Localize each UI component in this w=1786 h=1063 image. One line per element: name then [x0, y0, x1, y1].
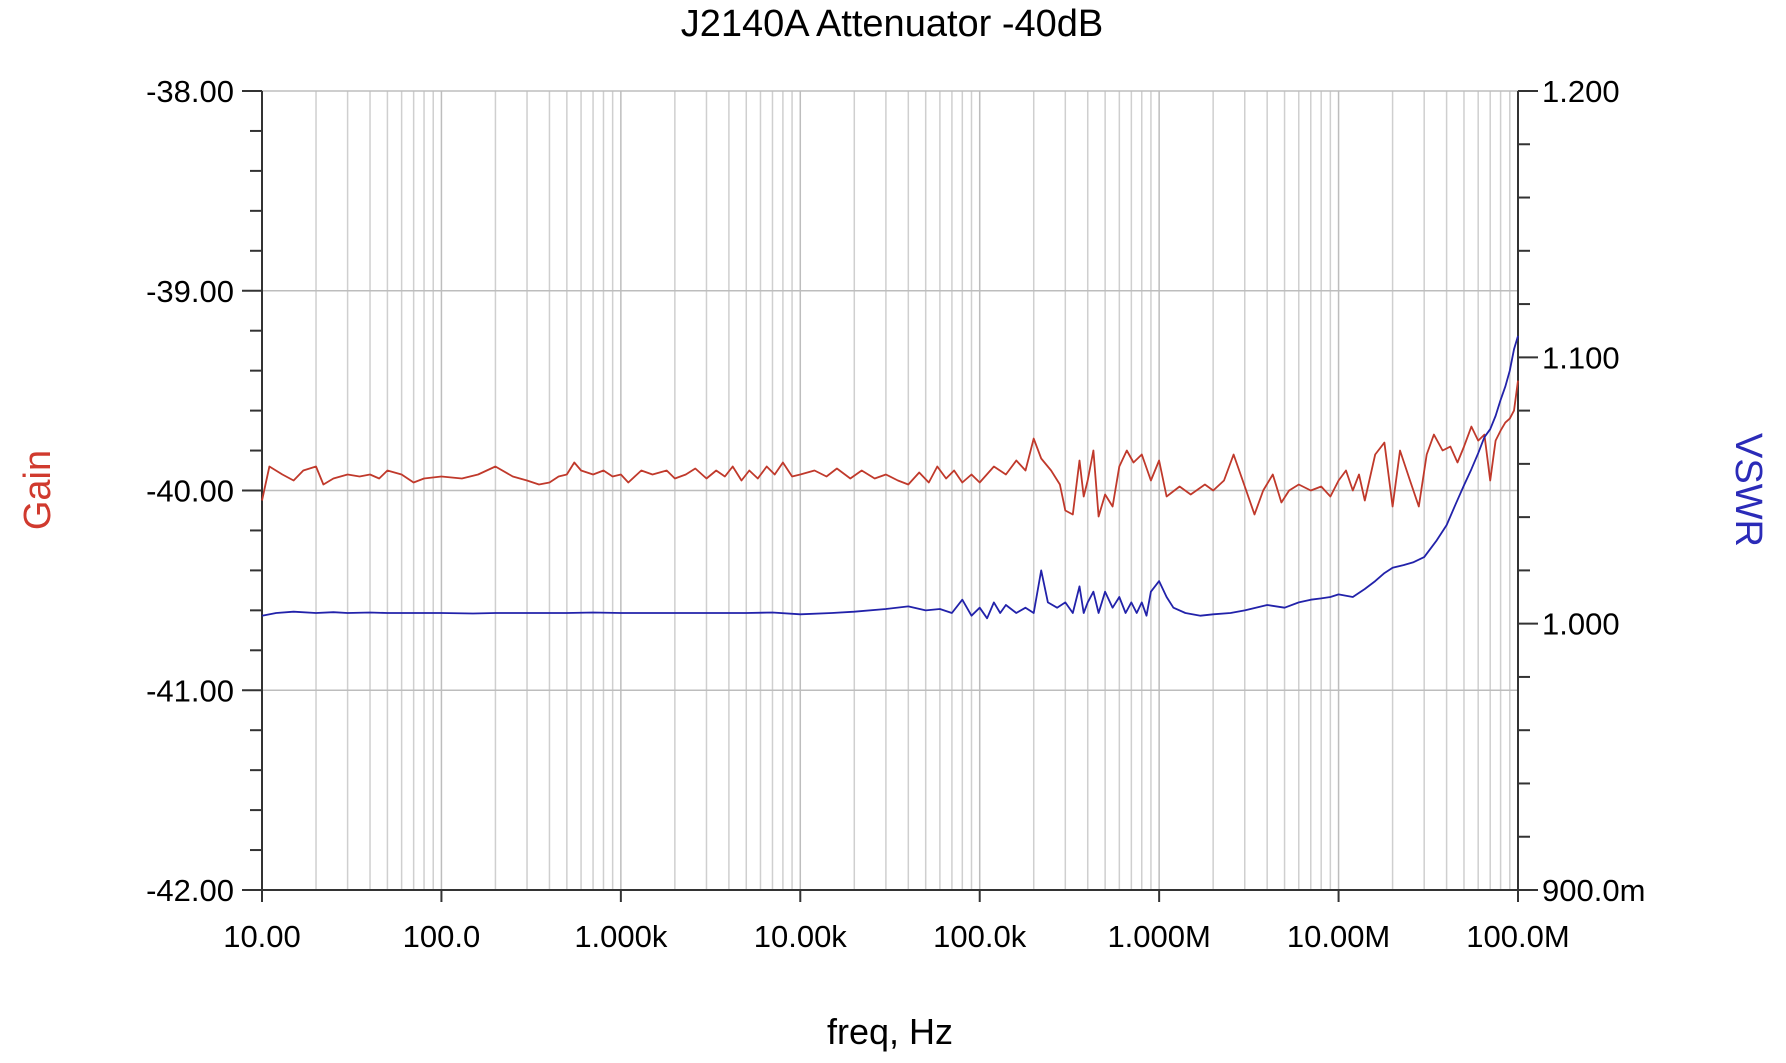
- x-tick-label: 1.000M: [1107, 919, 1210, 954]
- x-axis-label: freq, Hz: [827, 1011, 953, 1052]
- gain-series-line: [261, 380, 1519, 518]
- left-tick-label: -38.00: [146, 74, 234, 109]
- series-layer: [261, 335, 1519, 620]
- x-tick-label: 100.0M: [1466, 919, 1569, 954]
- right-axis-ticks: 1.200 1.100 1.000 900.0m: [1518, 74, 1645, 908]
- right-tick-label: 1.200: [1542, 74, 1620, 109]
- right-tick-label: 1.000: [1542, 607, 1620, 642]
- x-tick-label: 100.0: [403, 919, 481, 954]
- left-tick-label: -40.00: [146, 474, 234, 509]
- x-tick-label: 100.0k: [933, 919, 1027, 954]
- right-tick-label: 1.100: [1542, 340, 1620, 375]
- left-axis-ticks: -38.00 -39.00 -40.00 -41.00 -42.00: [146, 74, 262, 908]
- right-axis-label: VSWR: [1727, 433, 1769, 547]
- x-tick-label: 10.00k: [754, 919, 848, 954]
- left-tick-label: -41.00: [146, 673, 234, 708]
- x-axis-ticks: 10.00 100.0 1.000k 10.00k 100.0k 1.000M 10.00M…: [223, 890, 1570, 954]
- left-tick-label: -42.00: [146, 873, 234, 908]
- x-tick-label: 10.00: [223, 919, 301, 954]
- left-axis-label: Gain: [17, 450, 59, 530]
- chart-title: J2140A Attenuator -40dB: [681, 3, 1104, 45]
- vswr-series-line: [261, 335, 1519, 620]
- right-tick-label: 900.0m: [1542, 873, 1645, 908]
- x-tick-label: 1.000k: [574, 919, 668, 954]
- x-tick-label: 10.00M: [1287, 919, 1390, 954]
- left-tick-label: -39.00: [146, 274, 234, 309]
